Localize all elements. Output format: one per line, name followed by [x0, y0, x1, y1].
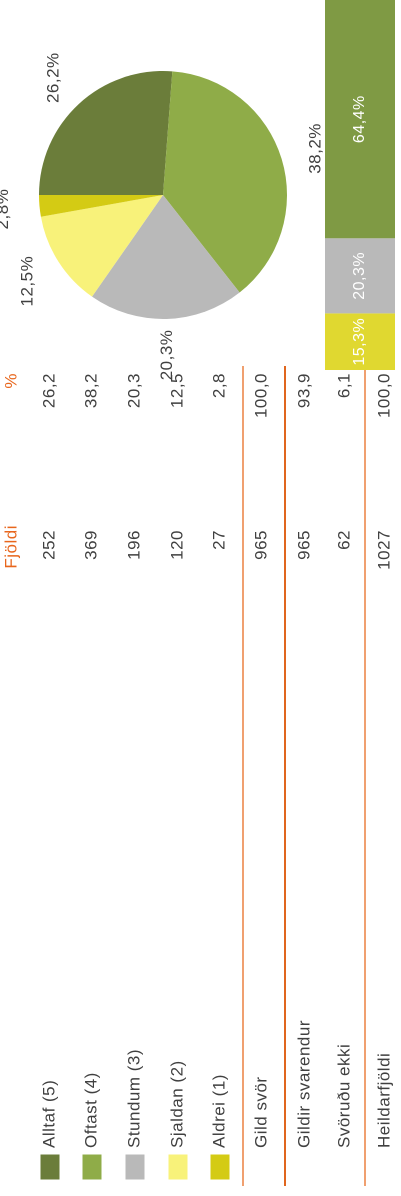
percent: 100,0	[251, 373, 270, 418]
count: 27	[209, 530, 228, 550]
percent: 2,8	[209, 373, 228, 398]
count: 196	[124, 530, 143, 560]
percent: 12,5	[167, 373, 186, 408]
row-label: Oftast (4)	[81, 1072, 100, 1148]
column-header: Fjöldi	[1, 525, 20, 569]
swatch	[167, 1153, 189, 1181]
slice-label: 20,3%	[157, 330, 176, 381]
pie-slice	[92, 195, 240, 319]
swatch	[81, 1153, 103, 1181]
bar-label: 64,4%	[351, 95, 368, 143]
swatch	[124, 1153, 146, 1181]
percent: 93,9	[294, 373, 313, 408]
bar-segment	[325, 238, 395, 314]
swatch	[39, 1153, 61, 1181]
bar-segment	[325, 313, 395, 370]
percent: 6,1	[334, 373, 353, 398]
count: 965	[294, 530, 313, 560]
percent: 20,3	[124, 373, 143, 408]
count: 369	[81, 530, 100, 560]
row-label: Sjaldan (2)	[167, 1060, 186, 1148]
row-label: Svöruðu ekki	[334, 1044, 353, 1148]
bar-label: 20,3%	[351, 252, 368, 300]
pie-slice	[163, 71, 287, 293]
percent: 38,2	[81, 373, 100, 408]
row-label: Heildarfjöldi	[374, 1053, 393, 1148]
pie-slice	[39, 70, 173, 195]
row-label: Aldrei (1)	[209, 1074, 228, 1148]
bar-label: 15,3%	[351, 318, 368, 366]
slice-label: 2,8%	[0, 189, 12, 230]
count: 1027	[374, 530, 393, 570]
row-label: Alltaf (5)	[39, 1080, 58, 1148]
count: 120	[167, 530, 186, 560]
column-header: %	[1, 373, 20, 389]
slice-label: 26,2%	[44, 52, 63, 103]
row-label: Gild svör	[251, 1076, 270, 1148]
slice-label: 38,2%	[306, 123, 325, 174]
pie-slice	[39, 195, 163, 217]
count: 62	[334, 530, 353, 550]
slice-label: 12,5%	[18, 256, 37, 307]
rotated-content: Fjöldi % Alltaf (5) 252 26,2 Oftast (4) 369 3…	[0, 0, 395, 1186]
percent: 100,0	[374, 373, 393, 418]
count: 252	[39, 530, 58, 560]
bar-segment	[325, 0, 395, 239]
count: 965	[251, 530, 270, 560]
row-label: Gildir svarendur	[294, 1020, 313, 1148]
percent: 26,2	[39, 373, 58, 408]
pie-slice	[40, 195, 163, 297]
row-label: Stundum (3)	[124, 1049, 143, 1148]
swatch	[209, 1153, 231, 1181]
